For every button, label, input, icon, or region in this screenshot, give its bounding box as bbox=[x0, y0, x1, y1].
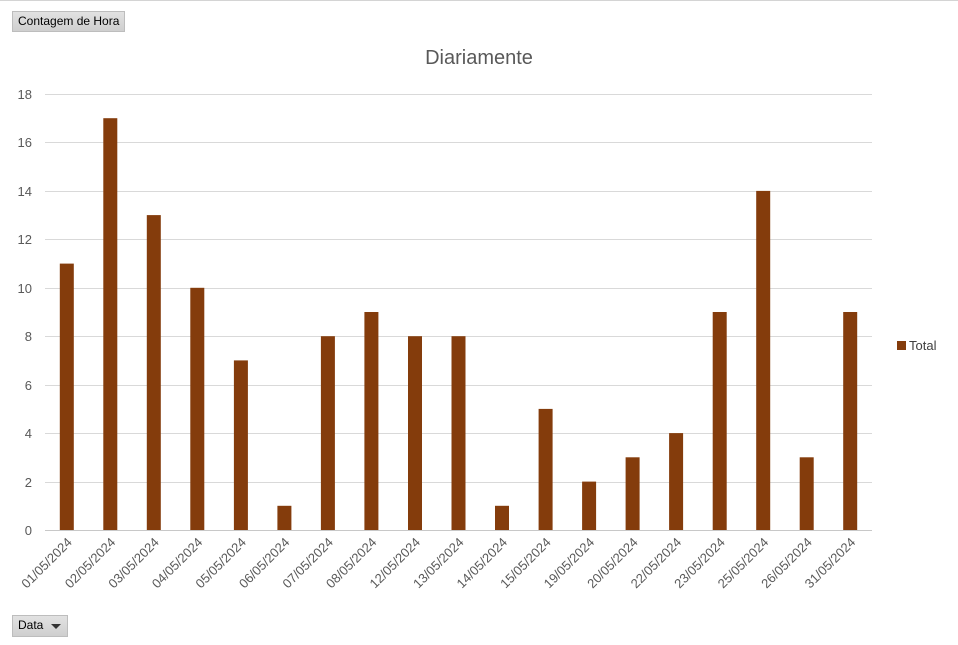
bar[interactable] bbox=[669, 433, 684, 530]
bar[interactable] bbox=[59, 263, 74, 530]
y-tick-label: 6 bbox=[25, 378, 32, 393]
bar[interactable] bbox=[233, 360, 248, 530]
bar[interactable] bbox=[582, 481, 597, 530]
legend: Total bbox=[897, 338, 936, 353]
bar[interactable] bbox=[364, 312, 379, 530]
bar[interactable] bbox=[408, 336, 422, 530]
legend-label: Total bbox=[909, 338, 937, 353]
y-tick-label: 14 bbox=[18, 184, 32, 199]
y-tick-label: 16 bbox=[18, 135, 32, 150]
bar[interactable] bbox=[320, 336, 335, 530]
bar[interactable] bbox=[843, 312, 858, 530]
legend-swatch bbox=[897, 341, 906, 350]
axis-field-label: Data bbox=[18, 618, 44, 632]
bar[interactable] bbox=[277, 505, 292, 530]
bar[interactable] bbox=[495, 505, 509, 530]
chevron-down-icon[interactable] bbox=[51, 624, 62, 629]
bar[interactable] bbox=[146, 215, 161, 530]
y-tick-label: 2 bbox=[25, 475, 32, 490]
y-tick-label: 10 bbox=[18, 281, 32, 296]
bar[interactable] bbox=[799, 457, 814, 530]
y-tick-label: 4 bbox=[25, 426, 32, 441]
value-field-button[interactable]: Contagem de Hora bbox=[12, 11, 126, 32]
y-tick-label: 0 bbox=[25, 523, 32, 538]
bar[interactable] bbox=[190, 287, 205, 530]
bar[interactable] bbox=[451, 336, 466, 530]
axis-field-button[interactable]: Data bbox=[12, 615, 69, 637]
bar[interactable] bbox=[756, 190, 771, 530]
y-tick-label: 8 bbox=[25, 329, 32, 344]
bar[interactable] bbox=[712, 312, 727, 530]
y-tick-label: 12 bbox=[18, 232, 32, 247]
bar[interactable] bbox=[538, 408, 553, 530]
chart-title: Diariamente bbox=[425, 47, 533, 69]
bar[interactable] bbox=[625, 457, 640, 530]
top-border bbox=[0, 0, 958, 1]
y-tick-label: 18 bbox=[18, 87, 32, 102]
bar[interactable] bbox=[103, 118, 118, 530]
